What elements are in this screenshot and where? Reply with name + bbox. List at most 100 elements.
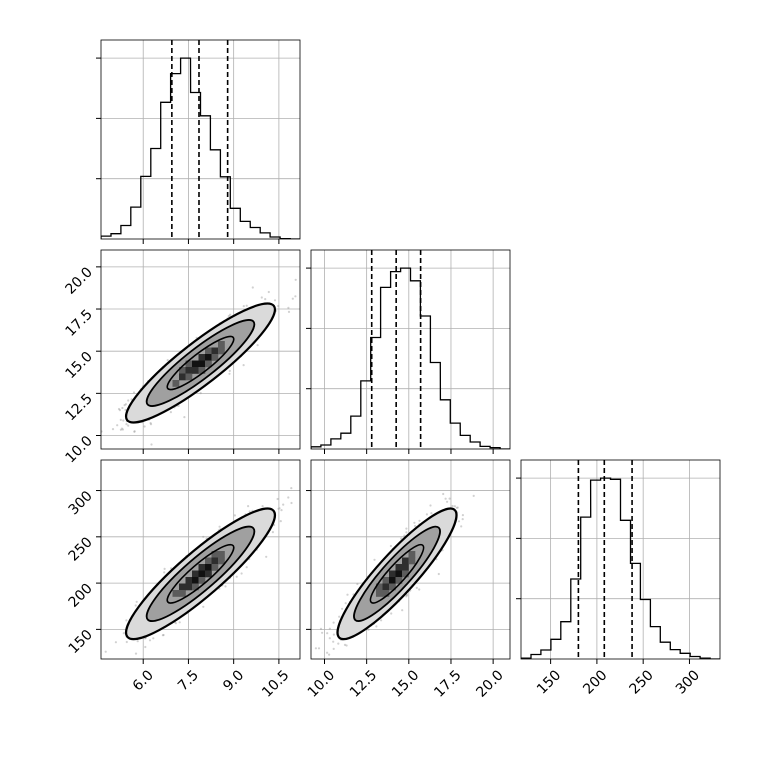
scatter-point	[406, 594, 409, 597]
scatter-point	[415, 586, 418, 590]
scatter-point	[389, 544, 392, 548]
contour-line	[124, 302, 277, 424]
scatter-point	[133, 430, 136, 433]
density-cell	[382, 583, 390, 591]
scatter-point	[123, 404, 126, 407]
scatter-point	[144, 645, 147, 649]
scatter-point	[264, 298, 267, 301]
density-cell	[395, 577, 403, 584]
density-cell	[185, 373, 193, 381]
scatter-point	[233, 514, 236, 517]
scatter-point	[124, 408, 127, 412]
scatter-point	[418, 588, 421, 591]
scatter-point	[311, 668, 313, 670]
scatter-point	[319, 669, 321, 671]
scatter-point	[367, 628, 370, 631]
scatter-point	[114, 641, 117, 644]
scatter-point	[317, 647, 321, 650]
histogram-panel-1	[306, 249, 511, 450]
scatter-point	[235, 575, 238, 578]
density-cell	[382, 590, 390, 597]
density-cell	[389, 583, 396, 591]
scatter-point	[301, 488, 303, 490]
scatter-point	[442, 492, 445, 496]
scatter-point	[390, 612, 393, 615]
scatter-panel-1-2-content	[311, 460, 510, 671]
scatter-point	[291, 297, 294, 300]
scatter-point	[457, 520, 461, 523]
scatter-point	[150, 443, 153, 446]
scatter-point	[276, 497, 279, 501]
scatter-point	[277, 304, 280, 308]
density-cell	[192, 583, 199, 591]
scatter-point	[401, 609, 404, 612]
density-cell	[205, 360, 212, 368]
histogram-panel-1-content	[311, 250, 510, 449]
scatter-point	[245, 566, 248, 569]
scatter-point	[228, 369, 231, 372]
scatter-point	[446, 500, 449, 503]
density-cell	[185, 367, 193, 374]
scatter-point	[125, 640, 128, 644]
density-cell	[179, 373, 186, 381]
density-cell	[185, 360, 193, 368]
contours	[336, 507, 458, 641]
histogram-steps	[521, 477, 720, 659]
scatter-point	[202, 535, 205, 538]
contour-line	[369, 543, 425, 604]
density-cell	[408, 551, 416, 558]
scatter-point	[260, 296, 263, 299]
scatter-point	[149, 422, 152, 425]
scatter-point	[343, 643, 347, 647]
scatter-point	[202, 605, 205, 608]
scatter-point	[122, 419, 125, 422]
scatter-point	[460, 525, 463, 528]
density-cell	[408, 557, 416, 565]
density-cell	[376, 590, 383, 597]
scatter-point	[218, 525, 221, 528]
scatter-point	[245, 304, 248, 307]
scatter-point	[240, 572, 243, 575]
panel-border	[100, 39, 301, 240]
y-tick-label: 20.0	[62, 264, 95, 297]
scatter-point	[169, 411, 172, 414]
density-cell	[205, 570, 212, 578]
scatter-point	[177, 404, 180, 407]
density-cell	[402, 557, 409, 565]
panel-border	[100, 249, 301, 450]
density-cell	[198, 360, 206, 368]
density-cell	[179, 590, 186, 597]
scatter-point	[418, 519, 421, 522]
density-cell	[402, 564, 409, 571]
scatter-point	[125, 423, 128, 426]
scatter-point	[149, 423, 153, 426]
scatter-point	[115, 661, 117, 663]
density-cells	[172, 341, 225, 387]
scatter-point	[294, 278, 297, 281]
scatter-point	[332, 647, 335, 651]
x-tick-label: 6.0	[130, 667, 157, 694]
scatter-point	[373, 558, 376, 561]
scatter-point	[134, 652, 138, 655]
y-tick-label: 10.0	[62, 433, 95, 466]
scatter-point	[162, 633, 165, 637]
density-cell	[192, 367, 199, 374]
scatter-point	[332, 621, 335, 624]
scatter-point	[451, 504, 454, 508]
histogram-steps	[311, 267, 510, 449]
contour-line	[145, 525, 256, 622]
contour-line	[353, 525, 441, 622]
density-cell	[402, 570, 409, 578]
scatter-point	[405, 531, 408, 534]
scatter-point	[456, 506, 459, 509]
scatter-point	[278, 507, 281, 510]
scatter-point	[122, 632, 125, 635]
density-cell	[179, 583, 186, 591]
scatter-point	[332, 633, 335, 636]
scatter-point	[448, 497, 451, 500]
scatter-panel-0-1-content	[101, 250, 300, 449]
density-cell	[185, 577, 193, 584]
density-cell	[218, 551, 225, 558]
density-cell	[205, 347, 212, 355]
scatter-point	[403, 534, 406, 537]
